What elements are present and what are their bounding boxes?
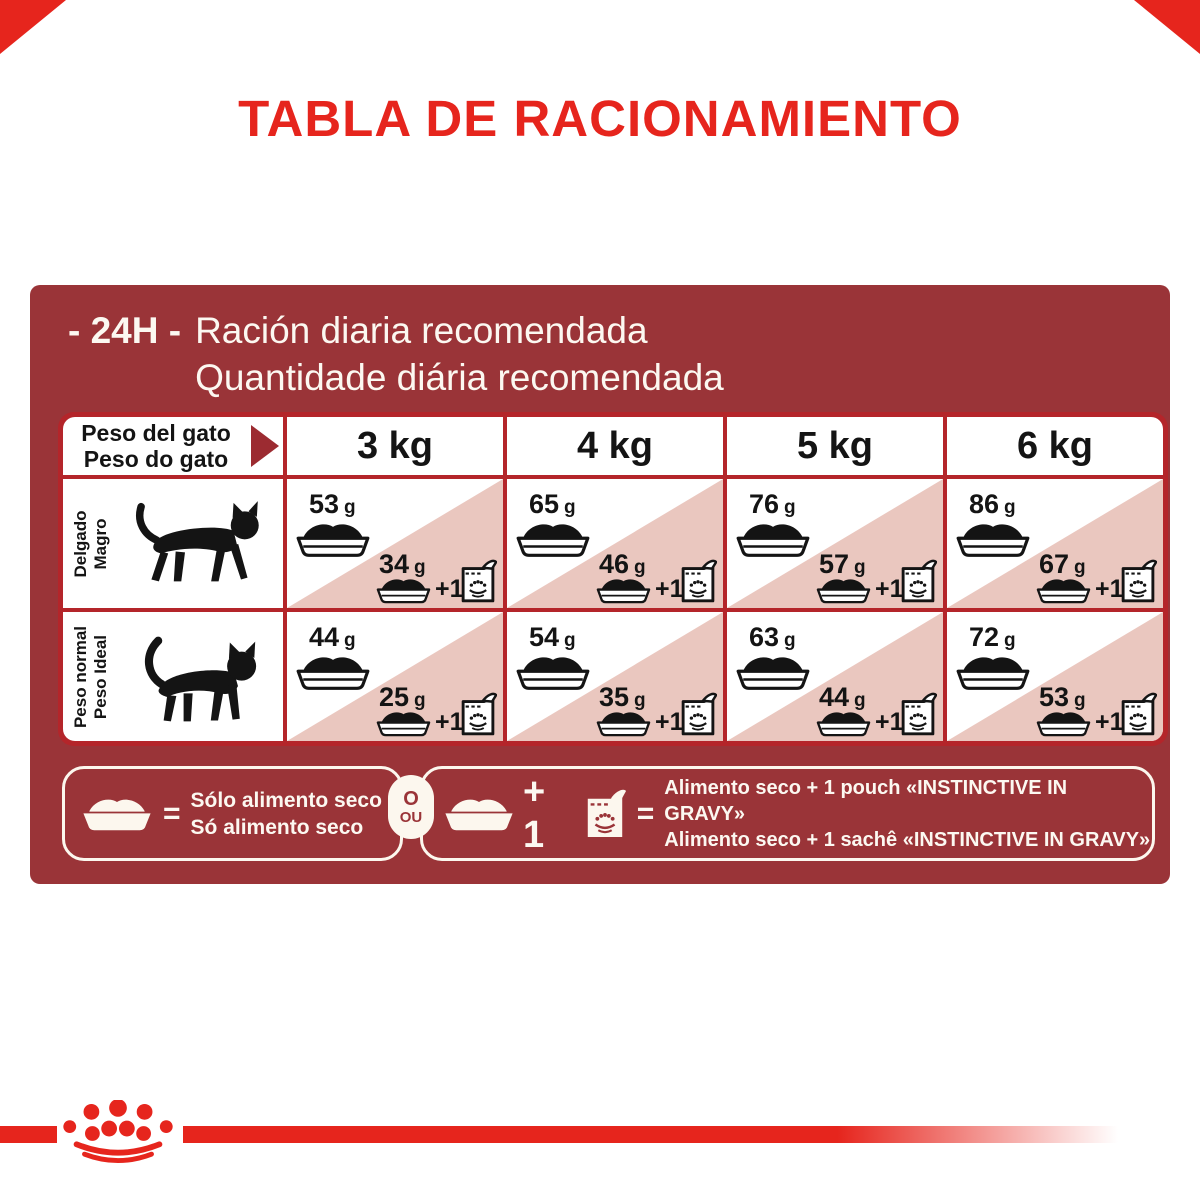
pouch-icon	[459, 557, 497, 605]
equals-sign: =	[163, 796, 181, 830]
dry-only-amount: 63 g	[749, 622, 796, 652]
corner-accent-left	[0, 0, 66, 54]
row-header-normal-cat: Peso normal Peso Ideal	[63, 612, 283, 741]
ration-cell-slim-4kg: 65 g 46 g +1	[507, 479, 723, 608]
plus-one-label: +1	[1095, 708, 1124, 736]
weight-label-pt: Peso do gato	[83, 446, 229, 472]
dry-mix-amount: 67 g	[1039, 549, 1086, 579]
bowl-icon	[1035, 710, 1092, 737]
row-header-slim-cat: Delgado Magro	[63, 479, 283, 608]
ration-cell-normal-3kg: 44 g 25 g +1	[287, 612, 503, 741]
bowl-icon	[81, 796, 153, 832]
row-label-vertical: Peso normal Peso Ideal	[71, 625, 110, 728]
dry-mix-amount: 35 g	[599, 682, 646, 712]
dry-mix-amount: 34 g	[379, 549, 426, 579]
bowl-icon	[815, 710, 872, 737]
dry-only-amount: 53 g	[309, 489, 356, 519]
bowl-icon	[443, 796, 515, 832]
royal-canin-crown-logo	[60, 1100, 176, 1165]
bowl-icon	[375, 577, 432, 604]
plus-one-label: +1	[435, 575, 464, 603]
dry-only-amount: 44 g	[309, 622, 356, 652]
bowl-icon	[515, 654, 591, 691]
badge-24h: - 24H -	[68, 310, 182, 351]
pouch-icon	[1119, 690, 1157, 738]
or-badge: O OU	[388, 775, 434, 839]
bowl-icon	[955, 521, 1031, 558]
ration-cell-slim-6kg: 86 g 67 g +1	[947, 479, 1163, 608]
normal-weight-cat-silhouette	[119, 616, 279, 737]
row-label-vertical: Delgado Magro	[71, 509, 110, 578]
bowl-icon	[735, 521, 811, 558]
legend-mixed-text: Alimento seco + 1 pouch «INSTINCTIVE IN …	[664, 776, 1151, 851]
panel-heading: - 24H - Ración diaria recomendada Quanti…	[68, 307, 724, 401]
ration-cell-slim-3kg: 53 g 34 g +1	[287, 479, 503, 608]
plus-one-label: +1	[655, 708, 684, 736]
legend-dry-only: = Sólo alimento seco Só alimento seco	[62, 766, 403, 861]
ration-cell-slim-5kg: 76 g 57 g +1	[727, 479, 943, 608]
bowl-icon	[735, 654, 811, 691]
pouch-icon	[459, 690, 497, 738]
ration-panel: - 24H - Ración diaria recomendada Quanti…	[30, 285, 1170, 884]
slim-cat-silhouette	[119, 483, 279, 604]
plus-one-label: +1	[875, 575, 904, 603]
plus-one-label: +1	[875, 708, 904, 736]
bowl-icon	[815, 577, 872, 604]
bowl-icon	[295, 654, 371, 691]
pouch-icon	[583, 786, 627, 842]
plus-one-label: +1	[655, 575, 684, 603]
weight-label-es: Peso del gato	[81, 420, 231, 446]
subtitle-es: Ración diaria recomendada	[195, 310, 648, 351]
dry-mix-amount: 44 g	[819, 682, 866, 712]
bowl-icon	[595, 710, 652, 737]
ration-table: Peso del gato Peso do gato 3 kg 4 kg 5 k…	[58, 412, 1168, 746]
column-header-3kg: 3 kg	[287, 417, 503, 475]
weight-header-cell: Peso del gato Peso do gato	[63, 417, 283, 475]
legend-mixed-feeding: + 1 = Alimento seco + 1 pouch «INSTINCTI…	[420, 766, 1155, 861]
pouch-icon	[679, 557, 717, 605]
panel-subtitles: Ración diaria recomendada Quantidade diá…	[195, 307, 724, 401]
dry-mix-amount: 46 g	[599, 549, 646, 579]
pouch-icon	[679, 690, 717, 738]
dry-mix-amount: 57 g	[819, 549, 866, 579]
dry-only-amount: 76 g	[749, 489, 796, 519]
column-header-4kg: 4 kg	[507, 417, 723, 475]
ration-cell-normal-6kg: 72 g 53 g +1	[947, 612, 1163, 741]
dry-mix-amount: 25 g	[379, 682, 426, 712]
pouch-icon	[1119, 557, 1157, 605]
dry-only-amount: 54 g	[529, 622, 576, 652]
pouch-icon	[899, 690, 937, 738]
ration-cell-normal-4kg: 54 g 35 g +1	[507, 612, 723, 741]
page-title: TABLA DE RACIONAMIENTO	[238, 90, 962, 147]
corner-accent-right	[1134, 0, 1200, 54]
column-header-6kg: 6 kg	[947, 417, 1163, 475]
plus-one-label: + 1	[523, 770, 546, 856]
pouch-icon	[899, 557, 937, 605]
dry-only-amount: 65 g	[529, 489, 576, 519]
bowl-icon	[375, 710, 432, 737]
brand-band-right	[183, 1126, 1118, 1143]
ration-cell-normal-5kg: 63 g 44 g +1	[727, 612, 943, 741]
plus-one-label: +1	[435, 708, 464, 736]
column-header-5kg: 5 kg	[727, 417, 943, 475]
equals-sign: =	[636, 796, 655, 830]
bowl-icon	[515, 521, 591, 558]
subtitle-pt: Quantidade diária recomendada	[195, 357, 724, 398]
bowl-icon	[955, 654, 1031, 691]
bowl-icon	[1035, 577, 1092, 604]
legend-dry-text: Sólo alimento seco Só alimento seco	[190, 788, 382, 839]
bowl-icon	[595, 577, 652, 604]
dry-mix-amount: 53 g	[1039, 682, 1086, 712]
brand-band-left	[0, 1126, 57, 1143]
dry-only-amount: 72 g	[969, 622, 1016, 652]
plus-one-label: +1	[1095, 575, 1124, 603]
dry-only-amount: 86 g	[969, 489, 1016, 519]
bowl-icon	[295, 521, 371, 558]
weight-arrow-icon	[251, 425, 279, 467]
